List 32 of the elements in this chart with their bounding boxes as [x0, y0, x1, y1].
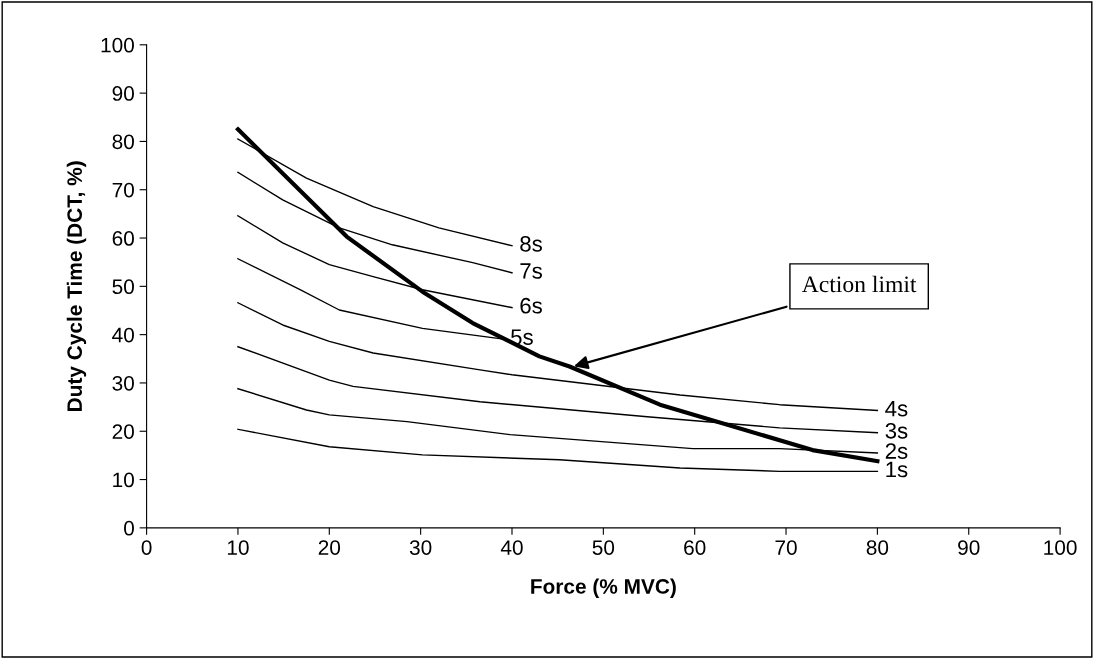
x-tick-label: 90 [958, 540, 980, 555]
y-tick-label: 80 [112, 134, 134, 150]
y-tick-label: 70 [112, 182, 134, 198]
series-label: 7s [520, 263, 542, 279]
series-label: 3s [885, 422, 908, 439]
y-axis-title: Duty Cycle Time (DCT, %) [66, 161, 87, 411]
series-label: 4s [885, 400, 908, 417]
x-tick-label: 70 [775, 540, 797, 555]
y-tick-label: 50 [112, 279, 134, 295]
x-tick-label: 0 [141, 540, 152, 555]
y-tick-label: 0 [124, 520, 134, 536]
x-tick-label: 100 [1044, 540, 1077, 555]
y-tick-label: 10 [113, 472, 134, 488]
y-tick-label: 90 [112, 86, 134, 101]
x-axis-title: Force (% MVC) [531, 578, 676, 598]
annotation: Action limit [801, 275, 917, 293]
series-label: 8s [520, 235, 542, 252]
y-tick-label: 20 [112, 424, 134, 439]
x-tick-label: 50 [592, 540, 615, 555]
y-tick-label: 100 [101, 37, 134, 53]
series-label: 6s [520, 297, 542, 314]
x-tick-label: 40 [500, 540, 523, 555]
series-label: 1s [886, 461, 908, 478]
y-tick-label: 40 [112, 327, 134, 343]
x-tick-label: 10 [227, 540, 249, 555]
x-tick-label: 20 [318, 540, 341, 555]
series-label: 2s [885, 443, 908, 459]
y-tick-label: 30 [112, 375, 134, 391]
y-tick-label: 60 [112, 231, 134, 246]
x-tick-label: 80 [866, 540, 889, 555]
x-tick-label: 60 [684, 540, 706, 555]
x-tick-label: 30 [409, 540, 432, 555]
